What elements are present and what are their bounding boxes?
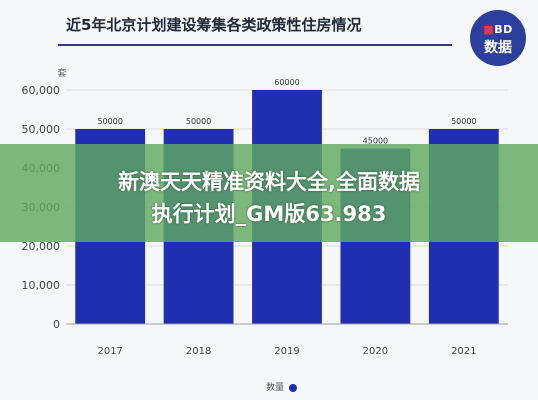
y-tick-label: 50,000: [22, 123, 61, 136]
chart-title: 近5年北京计划建设筹集各类政策性住房情况: [66, 16, 362, 34]
x-tick-label: 2020: [363, 346, 388, 357]
promo-banner: 新澳天天精准资料大全,全面数据 执行计划_GM版63.983: [0, 144, 538, 242]
x-tick-label: 2019: [274, 346, 299, 357]
banner-text: 新澳天天精准资料大全,全面数据 执行计划_GM版63.983: [0, 166, 538, 230]
x-tick-label: 2021: [451, 346, 476, 357]
banner-line-1: 新澳天天精准资料大全,全面数据: [118, 170, 420, 194]
y-tick-label: 0: [53, 318, 60, 331]
logo-top-text: BD: [494, 23, 513, 36]
y-unit-label: 套: [57, 67, 66, 79]
y-tick-label: 10,000: [22, 279, 61, 292]
data-label: 60000: [274, 78, 299, 87]
bd-data-logo: ■BD 数据: [470, 10, 526, 66]
logo-mark-icon: ■: [483, 23, 495, 36]
x-axis: 2017 2018 2019 2020 2021: [66, 323, 508, 357]
data-label: 50000: [186, 117, 211, 126]
logo-top-line: ■BD: [470, 23, 526, 36]
banner-line-2: 执行计划_GM版63.983: [151, 202, 387, 226]
data-label: 50000: [97, 117, 122, 126]
logo-bottom-text: 数据: [484, 40, 512, 56]
data-label: 45000: [363, 137, 388, 146]
legend-swatch-icon: [289, 383, 298, 392]
title-underline: [58, 44, 452, 46]
legend-label: 数量: [266, 383, 285, 393]
data-label: 50000: [451, 117, 476, 126]
legend: 数量: [266, 380, 298, 393]
y-tick-label: 20,000: [22, 240, 61, 253]
x-tick-label: 2017: [97, 346, 122, 357]
x-tick-label: 2018: [186, 346, 211, 357]
y-tick-label: 60,000: [22, 84, 61, 97]
